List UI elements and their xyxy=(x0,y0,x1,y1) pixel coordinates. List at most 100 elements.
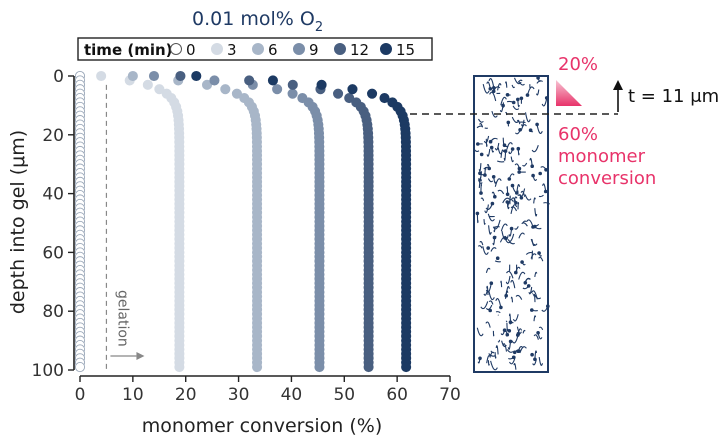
crosslink-node xyxy=(476,142,480,146)
polymer-strand xyxy=(511,84,516,89)
crosslink-node xyxy=(544,96,549,100)
polymer-strand xyxy=(492,219,501,230)
y-axis-label: depth into gel (μm) xyxy=(7,130,29,314)
polymer-strand xyxy=(532,359,537,366)
polymer-strand xyxy=(497,339,501,343)
polymer-strand xyxy=(507,233,515,242)
crosslink-node xyxy=(503,149,508,153)
data-point xyxy=(316,79,327,90)
data-point xyxy=(367,88,378,99)
polymer-strand xyxy=(477,179,483,184)
polymer-strand xyxy=(488,78,495,88)
polymer-strand xyxy=(513,196,518,203)
polymer-strand xyxy=(495,345,499,355)
polymer-strand xyxy=(533,197,536,204)
crosslink-node xyxy=(492,86,496,90)
crosslink-node xyxy=(511,100,516,105)
legend-marker-9 xyxy=(293,43,305,55)
legend-marker-15 xyxy=(380,43,392,55)
data-point xyxy=(244,75,255,86)
polymer-strand xyxy=(497,147,503,155)
crosslink-node xyxy=(512,350,517,355)
polymer-strand xyxy=(478,163,482,172)
polymer-strand xyxy=(480,301,489,310)
data-point xyxy=(231,88,242,99)
data-point xyxy=(272,84,283,95)
data-point xyxy=(175,70,186,82)
polymer-strand xyxy=(516,119,521,125)
data-point xyxy=(74,362,86,373)
polymer-strand xyxy=(493,235,497,238)
polymer-strand xyxy=(506,142,513,150)
data-point xyxy=(201,79,213,90)
data-point xyxy=(363,362,374,373)
polymer-strand xyxy=(483,135,490,144)
crosslink-node xyxy=(516,331,521,336)
series-3 xyxy=(96,70,185,373)
polymer-strand xyxy=(519,346,527,354)
crosslink-node xyxy=(487,166,492,171)
polymer-strand xyxy=(506,322,509,332)
crosslink-node xyxy=(519,196,524,200)
polymer-strand xyxy=(538,194,544,198)
x-tick-label: 40 xyxy=(281,385,303,405)
legend-marker-3 xyxy=(211,43,223,55)
crosslink-node xyxy=(515,191,519,195)
y-tick-label: 80 xyxy=(42,302,64,322)
crosslink-node xyxy=(505,93,510,97)
data-point xyxy=(191,70,202,82)
data-point xyxy=(220,84,231,95)
polymer-strand xyxy=(483,219,486,225)
polymer-strand xyxy=(509,322,514,325)
crosslink-node xyxy=(528,128,533,132)
polymer-strand xyxy=(487,178,494,183)
crosslink-node xyxy=(507,329,512,333)
polymer-strand xyxy=(521,222,528,227)
polymer-strand xyxy=(505,235,509,241)
x-tick-label: 0 xyxy=(75,385,86,405)
data-point xyxy=(287,88,298,99)
polymer-strand xyxy=(519,188,526,197)
crosslink-node xyxy=(510,147,515,151)
crosslink-node xyxy=(523,281,528,285)
polymer-strand xyxy=(488,225,492,235)
crosslink-node xyxy=(488,139,493,144)
polymer-strand xyxy=(485,321,491,328)
data-point xyxy=(401,362,412,373)
y-tick-label: 60 xyxy=(42,243,64,263)
polymer-strand xyxy=(517,79,523,83)
polymer-strand xyxy=(528,286,533,295)
crosslink-node xyxy=(517,166,522,171)
x-axis-label: monomer conversion (%) xyxy=(142,415,382,436)
polymer-strand xyxy=(482,83,490,94)
polymer-strand xyxy=(479,240,484,246)
polymer-strand xyxy=(487,360,490,366)
polymer-strand xyxy=(534,350,538,360)
polymer-strand xyxy=(518,232,525,239)
polymer-strand xyxy=(518,271,526,280)
polymer-strand xyxy=(497,83,502,91)
legend-title: time (min) xyxy=(84,41,173,59)
polymer-strand xyxy=(506,349,514,353)
x-tick-label: 30 xyxy=(228,385,250,405)
crosslink-node xyxy=(489,281,494,286)
legend-label-0: 0 xyxy=(186,41,196,59)
y-tick-label: 100 xyxy=(32,361,64,381)
polymer-strand xyxy=(502,197,510,204)
polymer-strand xyxy=(488,290,495,301)
x-tick-label: 20 xyxy=(175,385,197,405)
polymer-strand xyxy=(483,289,488,296)
crosslink-node xyxy=(538,171,542,176)
data-point xyxy=(333,88,344,99)
polymer-strand xyxy=(494,178,502,187)
polymer-strand xyxy=(511,333,519,344)
polymer-strand xyxy=(477,245,483,249)
polymer-strand xyxy=(541,97,548,107)
data-point xyxy=(267,75,278,86)
crosslink-node xyxy=(546,304,550,309)
polymer-strand xyxy=(524,112,531,123)
polymer-strand xyxy=(501,340,507,348)
data-point xyxy=(344,93,355,104)
data-point xyxy=(148,70,160,82)
